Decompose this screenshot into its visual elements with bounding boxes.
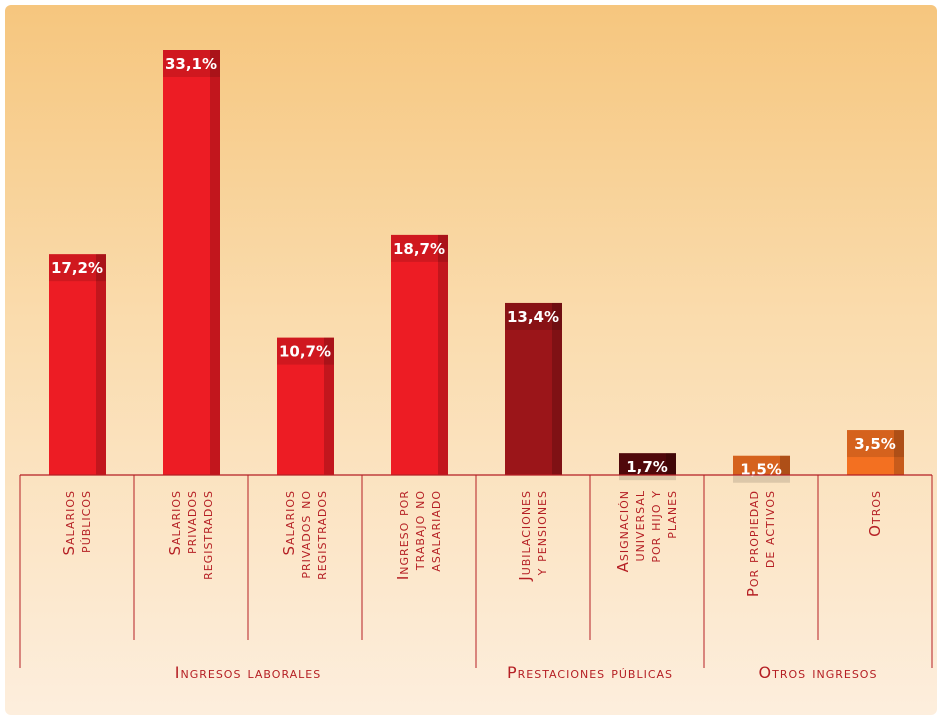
bar-group: 17,2% (49, 254, 106, 475)
bar (49, 254, 106, 475)
bar-group: 3,5% (847, 430, 904, 475)
bar-group: 18,7% (391, 234, 448, 475)
x-tick-label: públicos (76, 490, 94, 553)
bar (391, 234, 448, 475)
x-tick-label: registrados (312, 490, 330, 580)
x-tick-label: Ingreso por (394, 490, 412, 580)
bar (733, 455, 790, 475)
bar-shade (666, 453, 676, 475)
value-label-box (277, 337, 334, 365)
value-label-box (733, 455, 790, 483)
bar-shade (780, 455, 790, 475)
bar-group: 1,7% (619, 453, 676, 481)
value-label-box (49, 254, 106, 282)
bar-shade (438, 234, 448, 475)
bar (847, 430, 904, 475)
bar-group: 10,7% (277, 337, 334, 475)
group-label: Ingresos laborales (175, 663, 321, 682)
x-tick-label: de activos (760, 490, 778, 568)
background (5, 5, 937, 715)
bar-group: 1,5% (733, 455, 790, 483)
value-label-box (391, 234, 448, 262)
plot: 17,2% 33,1% 10,7% 18,7% 13,4% 1,7% 1,5% 3,5% Sal… (19, 50, 933, 682)
x-tick-label: Salarios (166, 490, 184, 555)
bar-shade (894, 430, 904, 475)
bar (277, 337, 334, 475)
x-tick-label: universal (630, 490, 648, 561)
x-tick-label: privados (182, 490, 200, 554)
x-tick-label: Asignación (614, 490, 632, 572)
x-tick-label: Otros (866, 490, 884, 537)
value-label-box (619, 453, 676, 481)
x-tick-label: Salarios (280, 490, 298, 555)
value-label-box (847, 430, 904, 458)
value-label-box (505, 302, 562, 330)
value-label: 33,1% (165, 55, 217, 73)
x-tick-label: registrados (198, 490, 216, 580)
group-label: Prestaciones públicas (507, 663, 673, 682)
bar-group: 33,1% (163, 50, 220, 475)
x-tick-label: Jubilaciones (516, 490, 534, 582)
bar-shade (324, 337, 334, 475)
x-tick-label: y pensiones (532, 490, 550, 576)
bar (163, 50, 220, 475)
x-tick-label: asalariado (426, 490, 444, 572)
value-label: 17,2% (51, 259, 103, 277)
bar-shade (210, 50, 220, 475)
x-tick-label: Salarios (60, 490, 78, 555)
x-tick-label: privados no (296, 490, 314, 579)
x-tick-label: por hijo y (646, 490, 664, 563)
x-tick-label: trabajo no (410, 490, 428, 571)
group-label: Otros ingresos (759, 663, 878, 682)
x-tick-label: Por propiedad (744, 490, 762, 597)
value-label: 10,7% (279, 343, 331, 361)
bar-shade (96, 254, 106, 475)
x-tick-label: planes (662, 490, 680, 539)
value-label: 18,7% (393, 240, 445, 258)
bar-shade (552, 302, 562, 475)
value-label: 1,7% (626, 458, 668, 476)
value-label: 1,5% (740, 461, 782, 479)
bar (505, 302, 562, 475)
bar (619, 453, 676, 475)
value-label: 13,4% (507, 308, 559, 326)
bar-group: 13,4% (505, 302, 562, 475)
value-label-box (163, 50, 220, 77)
value-label: 3,5% (854, 435, 896, 453)
